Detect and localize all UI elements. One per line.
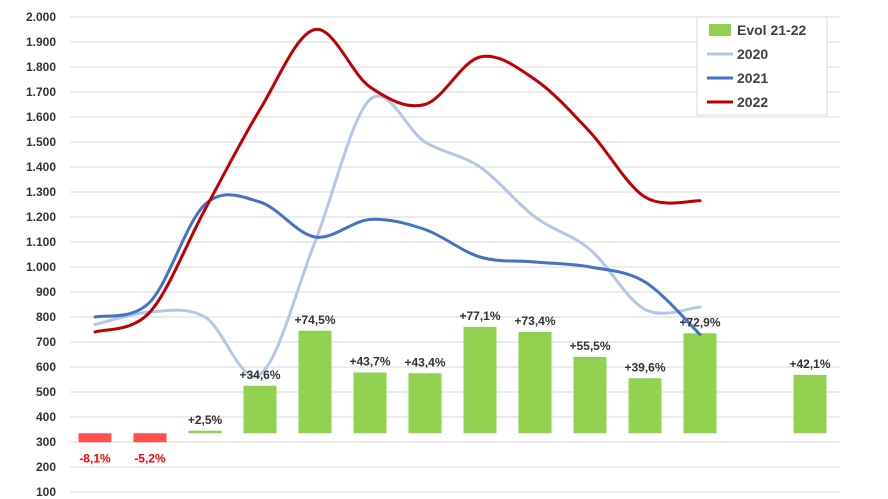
bar xyxy=(353,372,387,434)
legend-swatch xyxy=(709,24,731,36)
y-tick-label: 200 xyxy=(36,460,56,474)
y-tick-label: 1.000 xyxy=(26,260,56,274)
y-tick-label: 2.000 xyxy=(26,10,56,24)
bar-data-label: +34,6% xyxy=(239,368,280,382)
bar-data-label: -8,1% xyxy=(79,451,111,465)
bar-data-label: +39,6% xyxy=(624,360,665,374)
y-tick-label: 1.900 xyxy=(26,35,56,49)
bar xyxy=(188,430,222,434)
bar-data-label: +2,5% xyxy=(188,413,223,427)
bar xyxy=(573,357,607,434)
y-tick-label: 800 xyxy=(36,310,56,324)
y-tick-label: 600 xyxy=(36,360,56,374)
legend-label: Evol 21-22 xyxy=(737,22,806,38)
bar xyxy=(463,327,497,434)
y-tick-label: 300 xyxy=(36,435,56,449)
series-line-2020 xyxy=(93,94,702,378)
y-tick-label: 100 xyxy=(36,485,56,499)
bar xyxy=(243,385,277,434)
y-tick-label: 1.100 xyxy=(26,235,56,249)
y-tick-label: 500 xyxy=(36,385,56,399)
bar-data-label: +72,9% xyxy=(679,315,720,329)
bar xyxy=(793,375,827,434)
y-tick-label: 1.300 xyxy=(26,185,56,199)
y-tick-label: 900 xyxy=(36,285,56,299)
bar-data-label: +77,1% xyxy=(459,309,500,323)
y-tick-label: 1.200 xyxy=(26,210,56,224)
y-tick-label: 1.700 xyxy=(26,85,56,99)
bar-data-label: +55,5% xyxy=(569,339,610,353)
y-tick-label: 1.400 xyxy=(26,160,56,174)
bar xyxy=(408,373,442,434)
series-line-2021 xyxy=(93,193,702,336)
bar xyxy=(298,330,332,434)
y-tick-label: 1.600 xyxy=(26,110,56,124)
bar xyxy=(78,433,112,443)
y-tick-label: 1.500 xyxy=(26,135,56,149)
bar-data-label: -5,2% xyxy=(134,451,166,465)
y-tick-label: 700 xyxy=(36,335,56,349)
bar-data-label: +73,4% xyxy=(514,314,555,328)
legend-label: 2022 xyxy=(737,94,768,110)
y-tick-label: 400 xyxy=(36,410,56,424)
bar-data-label: +42,1% xyxy=(789,357,830,371)
bar-data-label: +74,5% xyxy=(294,313,335,327)
bar xyxy=(518,332,552,434)
series-line-2022 xyxy=(93,27,702,334)
bar xyxy=(133,433,167,443)
bar xyxy=(628,378,662,434)
bar-data-label: +43,4% xyxy=(404,355,445,369)
bar xyxy=(683,333,717,434)
legend-label: 2020 xyxy=(737,46,768,62)
legend-label: 2021 xyxy=(737,70,768,86)
y-tick-label: 1.800 xyxy=(26,60,56,74)
bar-data-label: +43,7% xyxy=(349,355,390,369)
